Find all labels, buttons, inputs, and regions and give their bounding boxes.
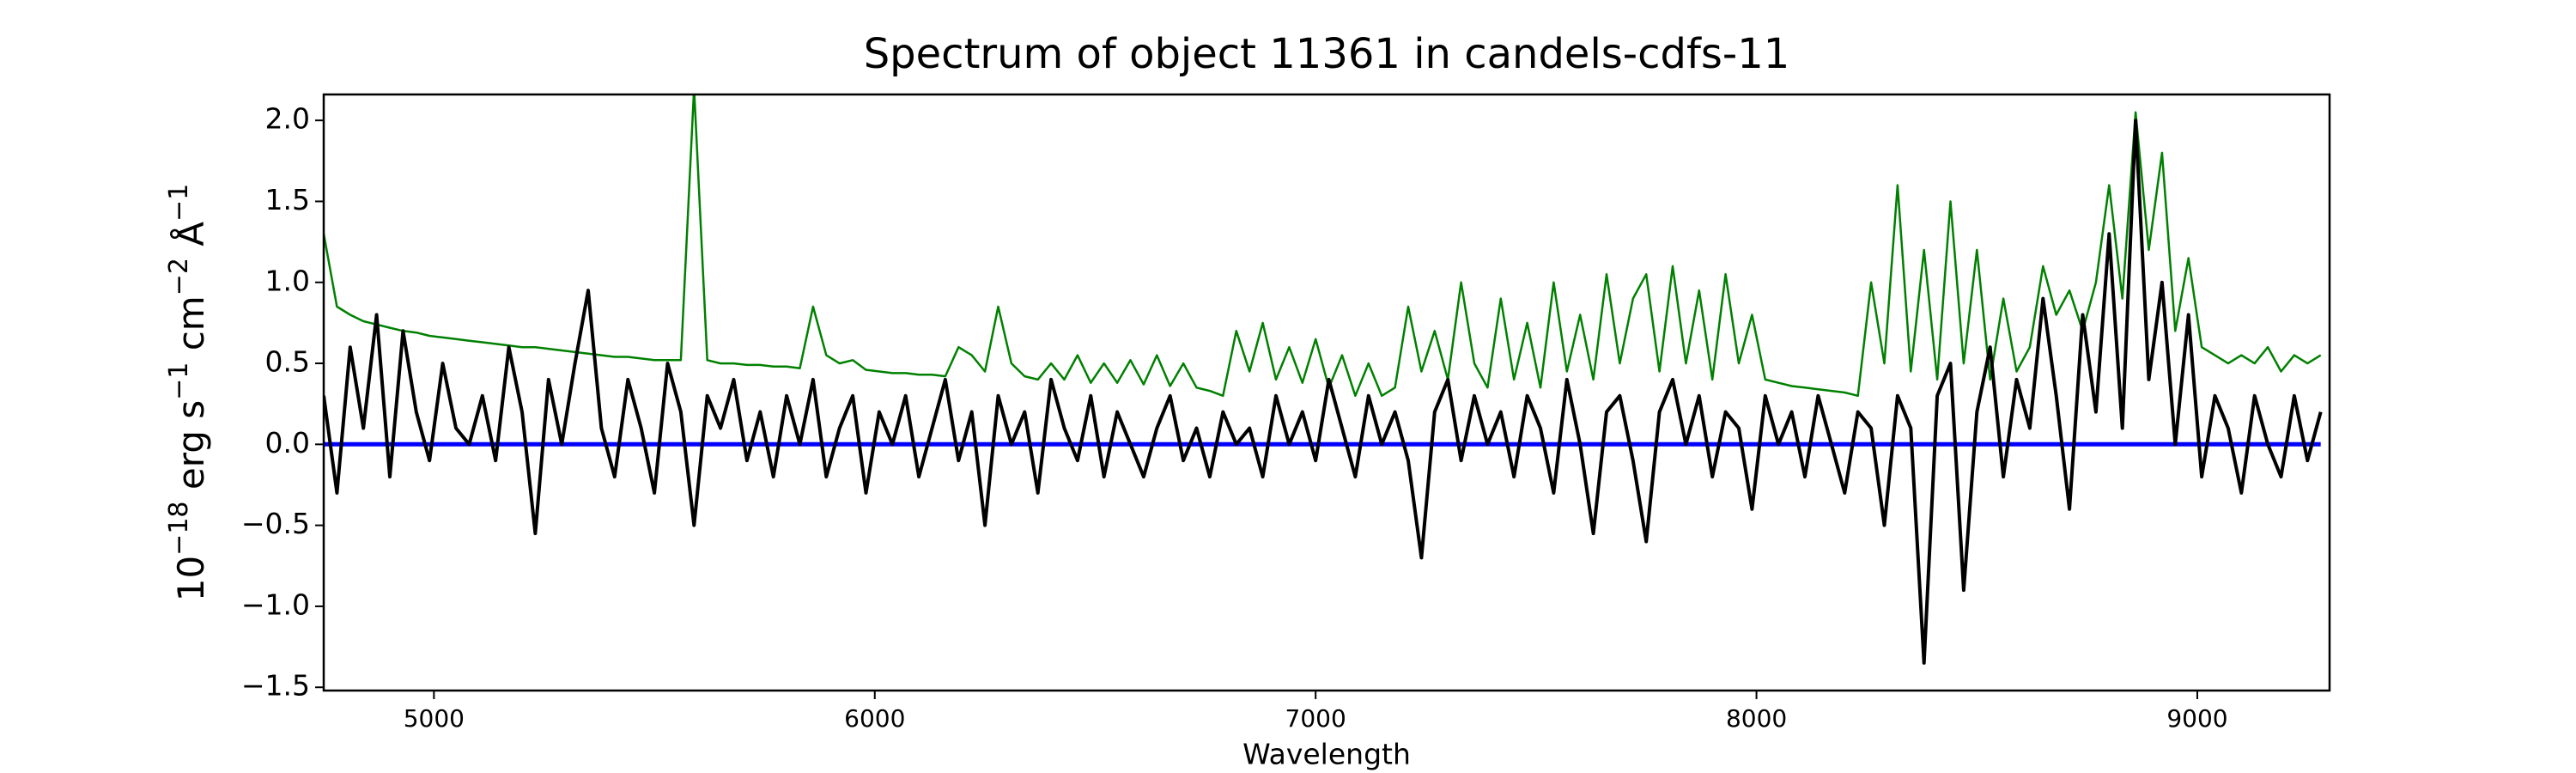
chart-title: Spectrum of object 11361 in candels-cdfs… (864, 30, 1790, 78)
y-tick-label: −1.0 (241, 587, 310, 621)
y-tick-label: −0.5 (241, 507, 310, 540)
y-tick-label: 1.5 (265, 183, 310, 216)
y-axis-label-part: −2 (164, 258, 194, 295)
x-tick-label: 9000 (2166, 704, 2227, 733)
y-tick-label: −1.5 (241, 669, 310, 703)
y-axis-label-part: −18 (164, 502, 194, 556)
series-line (324, 94, 2322, 398)
y-axis-label-part: erg s (170, 400, 212, 502)
axes-frame (322, 93, 2331, 692)
y-tick-label: 1.0 (265, 264, 310, 297)
y-axis-label-part: 10 (170, 556, 212, 601)
x-tick-label: 5000 (404, 704, 465, 733)
plot-area (324, 94, 2323, 665)
x-tick-label: 6000 (844, 704, 905, 733)
x-axis-label: Wavelength (1242, 738, 1411, 771)
x-tick-label: 8000 (1726, 704, 1787, 733)
y-tick-label: 0.0 (265, 426, 310, 460)
y-axis-label: 10−18 erg s−1 cm−2 Å−1 (164, 184, 212, 602)
y-tick-label: 0.5 (265, 345, 310, 379)
y-axis-label-part: −1 (164, 184, 194, 222)
y-axis-label-part: Å (169, 222, 212, 258)
y-axis-label-part: cm (170, 295, 212, 362)
y-tick-label: 2.0 (265, 102, 310, 136)
x-tick-label: 7000 (1285, 704, 1346, 733)
y-axis-label-part: −1 (164, 362, 194, 400)
series-line (324, 119, 2323, 665)
